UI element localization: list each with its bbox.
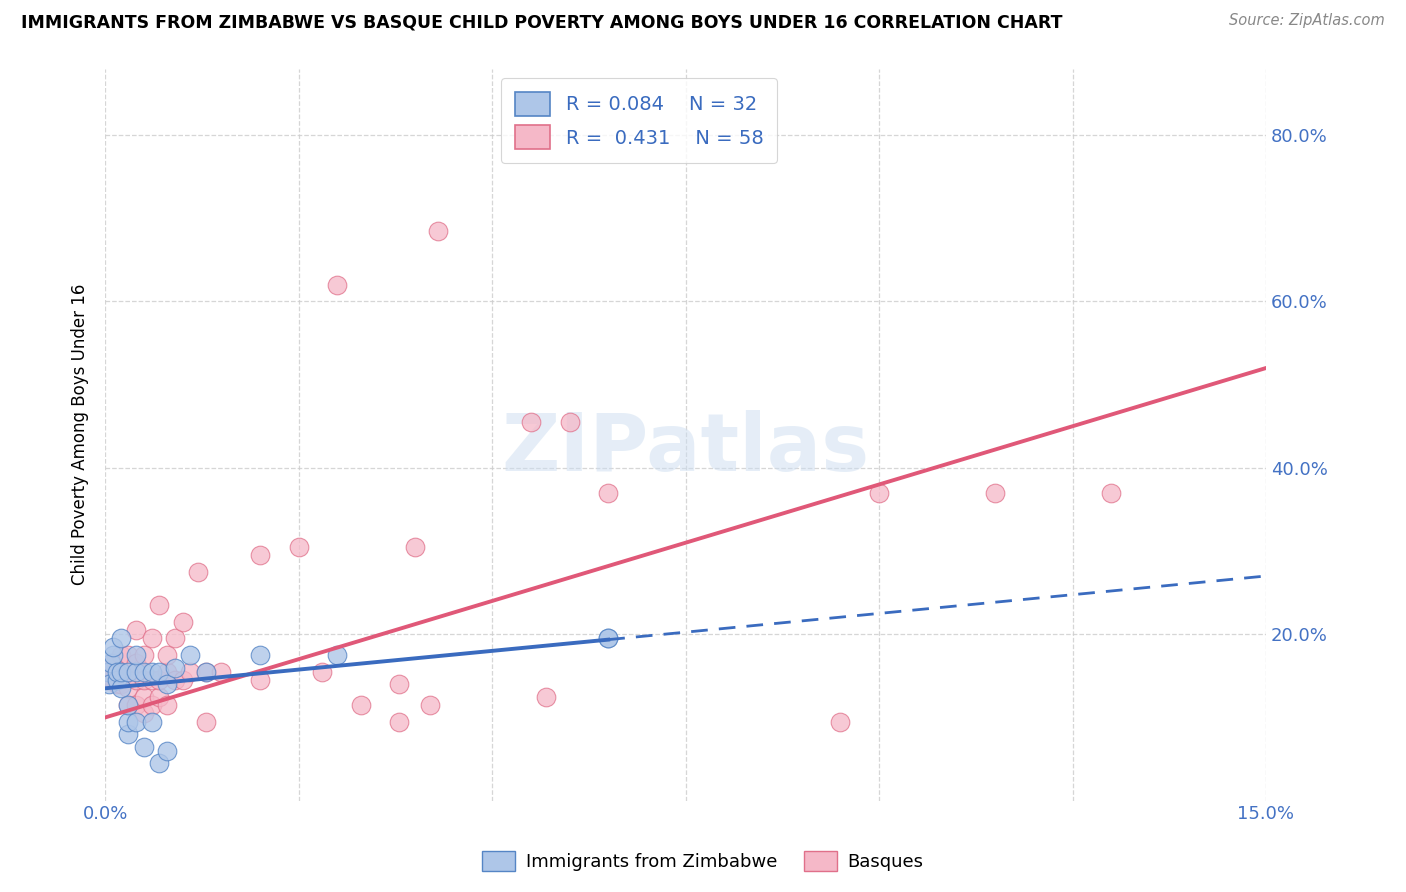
Point bbox=[156, 698, 179, 712]
Point bbox=[101, 657, 124, 671]
Point bbox=[132, 665, 155, 679]
Point bbox=[96, 665, 118, 679]
Point bbox=[172, 615, 194, 629]
Point bbox=[249, 648, 271, 662]
Point bbox=[110, 681, 132, 696]
Point bbox=[148, 598, 170, 612]
Point bbox=[868, 485, 890, 500]
Point bbox=[125, 673, 148, 687]
Point bbox=[132, 673, 155, 687]
Point bbox=[117, 698, 139, 712]
Point bbox=[194, 665, 217, 679]
Point bbox=[110, 677, 132, 691]
Point bbox=[125, 714, 148, 729]
Point bbox=[98, 677, 121, 691]
Point bbox=[117, 648, 139, 662]
Point bbox=[187, 565, 209, 579]
Point bbox=[125, 648, 148, 662]
Point bbox=[156, 677, 179, 691]
Point bbox=[148, 756, 170, 771]
Point bbox=[194, 714, 217, 729]
Point bbox=[156, 744, 179, 758]
Point bbox=[141, 714, 163, 729]
Point bbox=[984, 485, 1007, 500]
Point bbox=[326, 648, 349, 662]
Point bbox=[558, 415, 581, 429]
Point bbox=[419, 698, 441, 712]
Point bbox=[117, 665, 139, 679]
Point bbox=[110, 665, 132, 679]
Point bbox=[110, 632, 132, 646]
Point bbox=[156, 665, 179, 679]
Point bbox=[179, 648, 201, 662]
Point bbox=[105, 677, 128, 691]
Point bbox=[110, 648, 132, 662]
Point bbox=[163, 660, 186, 674]
Point bbox=[132, 648, 155, 662]
Point bbox=[148, 690, 170, 704]
Point bbox=[117, 681, 139, 696]
Text: ZIPatlas: ZIPatlas bbox=[502, 410, 870, 488]
Point bbox=[163, 632, 186, 646]
Point bbox=[125, 665, 148, 679]
Point bbox=[132, 706, 155, 721]
Point bbox=[117, 727, 139, 741]
Point bbox=[326, 277, 349, 292]
Point bbox=[163, 673, 186, 687]
Point bbox=[598, 485, 620, 500]
Point bbox=[287, 540, 309, 554]
Point bbox=[311, 665, 333, 679]
Legend: R = 0.084    N = 32, R =  0.431    N = 58: R = 0.084 N = 32, R = 0.431 N = 58 bbox=[502, 78, 778, 162]
Point bbox=[101, 665, 124, 679]
Point bbox=[141, 632, 163, 646]
Point bbox=[194, 665, 217, 679]
Point bbox=[1099, 485, 1122, 500]
Point bbox=[117, 665, 139, 679]
Point bbox=[427, 224, 450, 238]
Text: IMMIGRANTS FROM ZIMBABWE VS BASQUE CHILD POVERTY AMONG BOYS UNDER 16 CORRELATION: IMMIGRANTS FROM ZIMBABWE VS BASQUE CHILD… bbox=[21, 13, 1063, 31]
Text: Source: ZipAtlas.com: Source: ZipAtlas.com bbox=[1229, 13, 1385, 29]
Legend: Immigrants from Zimbabwe, Basques: Immigrants from Zimbabwe, Basques bbox=[475, 844, 931, 879]
Point bbox=[249, 548, 271, 562]
Point bbox=[179, 665, 201, 679]
Point bbox=[349, 698, 371, 712]
Point bbox=[110, 665, 132, 679]
Point bbox=[598, 632, 620, 646]
Point bbox=[132, 739, 155, 754]
Point bbox=[101, 640, 124, 654]
Point bbox=[141, 698, 163, 712]
Point bbox=[141, 665, 163, 679]
Point bbox=[830, 714, 852, 729]
Point bbox=[388, 714, 411, 729]
Point bbox=[101, 673, 124, 687]
Point bbox=[132, 690, 155, 704]
Point bbox=[388, 677, 411, 691]
Point bbox=[100, 657, 122, 671]
Point bbox=[125, 657, 148, 671]
Point bbox=[536, 690, 558, 704]
Point bbox=[156, 648, 179, 662]
Point bbox=[96, 673, 118, 687]
Point bbox=[125, 698, 148, 712]
Point bbox=[209, 665, 232, 679]
Point bbox=[404, 540, 426, 554]
Point bbox=[141, 673, 163, 687]
Y-axis label: Child Poverty Among Boys Under 16: Child Poverty Among Boys Under 16 bbox=[72, 284, 89, 585]
Point bbox=[172, 673, 194, 687]
Point bbox=[105, 673, 128, 687]
Point bbox=[117, 698, 139, 712]
Point bbox=[117, 714, 139, 729]
Point bbox=[148, 665, 170, 679]
Point bbox=[125, 623, 148, 637]
Point bbox=[101, 648, 124, 662]
Point bbox=[249, 673, 271, 687]
Point bbox=[98, 665, 121, 679]
Point bbox=[520, 415, 543, 429]
Point bbox=[598, 632, 620, 646]
Point bbox=[105, 665, 128, 679]
Point bbox=[148, 673, 170, 687]
